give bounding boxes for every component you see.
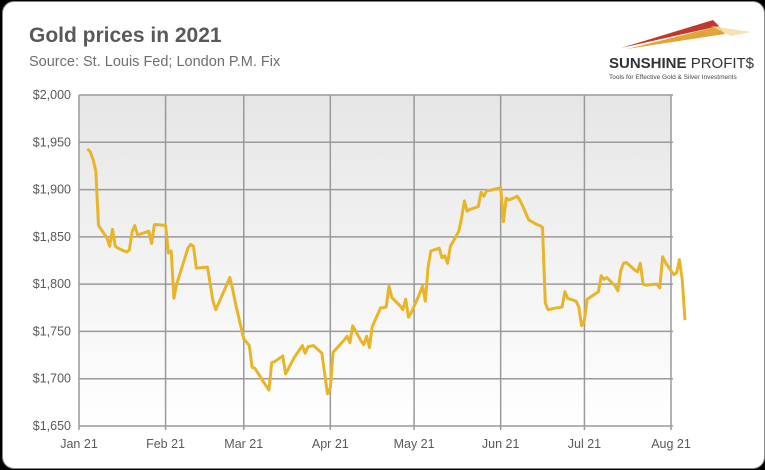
y-tick-label: $1,850	[33, 230, 71, 244]
x-tick-label: Jan 21	[60, 437, 98, 451]
chart-title: Gold prices in 2021	[29, 24, 222, 47]
sunshine-profits-logo: SUNSHINE PROFIT$ Tools for Effective Gol…	[601, 14, 761, 84]
y-tick-label: $2,000	[33, 88, 71, 102]
logo-swoosh-icon	[621, 20, 751, 49]
y-tick-label: $1,650	[33, 419, 71, 433]
y-tick-label: $1,750	[33, 324, 71, 338]
x-tick-label: Jun 21	[482, 437, 520, 451]
gold-price-line	[86, 147, 687, 396]
x-tick-label: Jul 21	[568, 437, 601, 451]
x-tick-label: Aug 21	[651, 437, 691, 451]
logo-name-thin: PROFIT$	[690, 55, 755, 72]
y-tick-label: $1,700	[33, 372, 71, 386]
x-tick-label: May 21	[394, 437, 435, 451]
x-tick-label: Apr 21	[312, 437, 349, 451]
plot-area	[79, 95, 671, 426]
line-chart: $1,650 $1,700 $1,750 $1,800 $1,850 $1,900 $1,9…	[33, 88, 691, 451]
logo-tagline: Tools for Effective Gold & Silver Invest…	[609, 74, 737, 81]
x-tick-label: Mar 21	[224, 437, 263, 451]
y-tick-label: $1,900	[33, 183, 71, 197]
chart-subtitle: Source: St. Louis Fed; London P.M. Fix	[29, 54, 281, 70]
logo-name-bold: SUNSHINE	[609, 55, 687, 72]
x-tick-label: Feb 21	[146, 437, 185, 451]
y-tick-label: $1,950	[33, 135, 71, 149]
logo-name: SUNSHINE PROFIT$	[609, 55, 754, 72]
y-tick-label: $1,800	[33, 277, 71, 291]
data-points	[87, 148, 686, 394]
